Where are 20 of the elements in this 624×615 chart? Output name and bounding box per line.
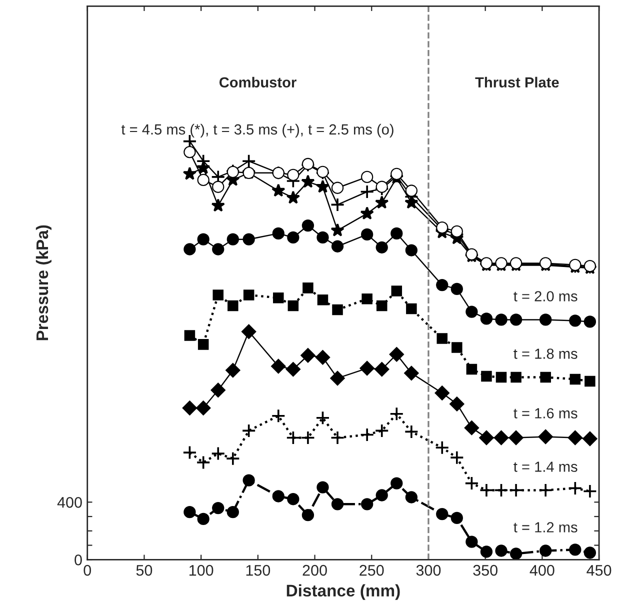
x-axis-title: Distance (mm) bbox=[286, 584, 400, 600]
x-tick-label: 250 bbox=[360, 564, 384, 576]
y-axis-title: Pressure (kPa) bbox=[36, 225, 52, 340]
series-label: t = 1.8 ms bbox=[514, 348, 578, 359]
x-tick-label: 200 bbox=[302, 564, 327, 576]
series-label: t = 1.6 ms bbox=[514, 408, 578, 418]
series-label: t = 1.4 ms bbox=[514, 462, 578, 472]
annotation: t = 4.5 ms (*), t = 3.5 ms (+), t = 2.5 ms (o) bbox=[121, 124, 394, 138]
series-label: t = 1.2 ms bbox=[514, 522, 578, 532]
x-tick-label: 50 bbox=[136, 564, 152, 576]
x-tick-label: 450 bbox=[586, 564, 612, 576]
x-tick-label: 0 bbox=[84, 564, 92, 576]
x-tick-label: 300 bbox=[416, 564, 441, 576]
annotation: Combustor bbox=[219, 76, 296, 88]
x-tick-label: 100 bbox=[189, 564, 214, 576]
x-tick-label: 150 bbox=[246, 564, 270, 576]
annotation: Thrust Plate bbox=[475, 76, 559, 88]
x-tick-label: 350 bbox=[473, 564, 498, 576]
x-tick-label: 400 bbox=[530, 564, 554, 576]
series-label: t = 2.0 ms bbox=[514, 291, 578, 302]
